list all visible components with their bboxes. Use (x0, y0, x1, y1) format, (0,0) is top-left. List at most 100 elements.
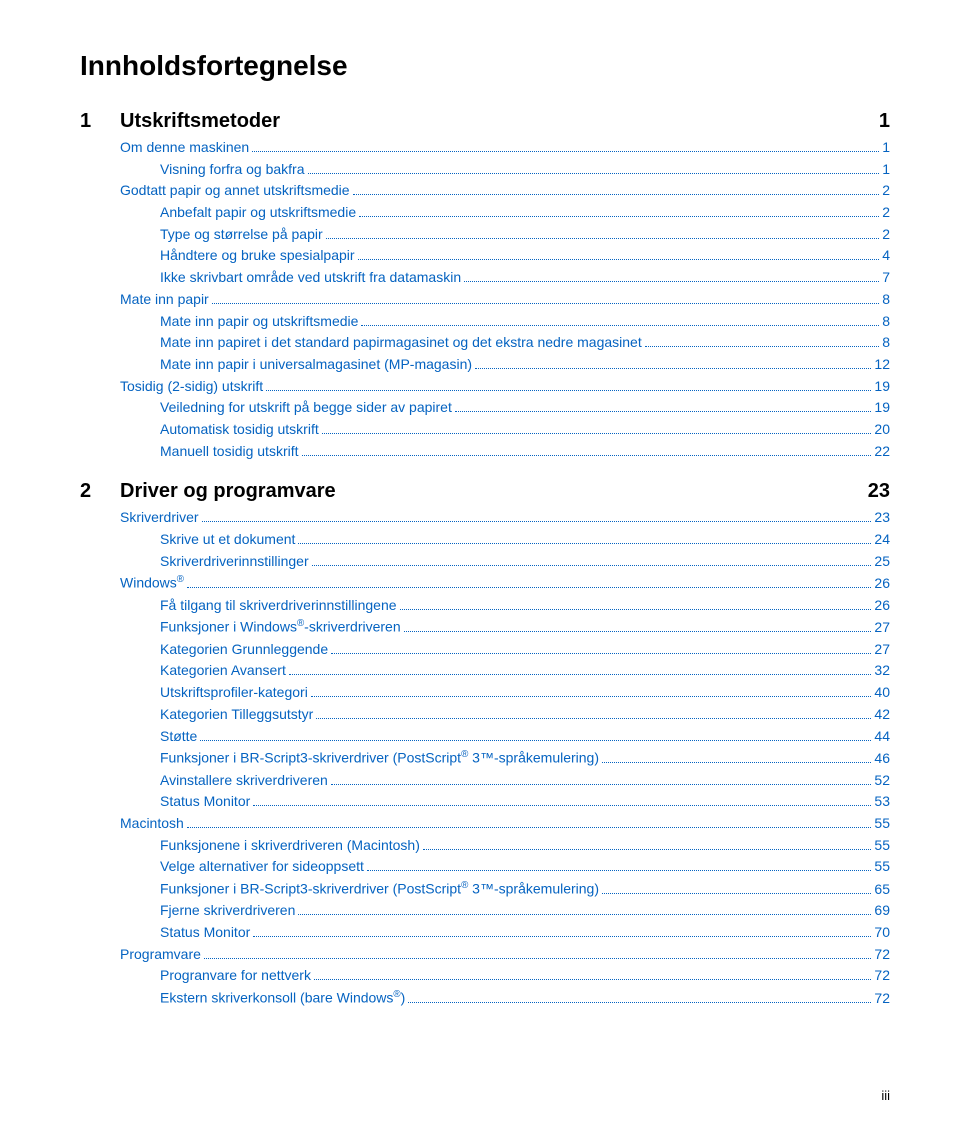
toc-leader-dots (200, 740, 871, 741)
toc-entry[interactable]: Status Monitor70 (80, 922, 890, 944)
toc-entry[interactable]: Skriverdriverinnstillinger25 (80, 551, 890, 573)
toc-entry[interactable]: Windows® 26 (80, 572, 890, 594)
toc-entry[interactable]: Kategorien Avansert32 (80, 660, 890, 682)
toc-leader-dots (187, 827, 872, 828)
section-number: 2 (80, 480, 120, 503)
toc-entry-page: 72 (874, 965, 890, 987)
toc-entry[interactable]: Skriverdriver 23 (80, 507, 890, 529)
toc-entry-label: Få tilgang til skriverdriverinnstillinge… (160, 595, 397, 617)
toc-entry[interactable]: Fjerne skriverdriveren69 (80, 900, 890, 922)
toc-entry[interactable]: Mate inn papir 8 (80, 289, 890, 311)
toc-leader-dots (400, 609, 872, 610)
toc-entry[interactable]: Mate inn papir og utskriftsmedie 8 (80, 311, 890, 333)
toc-entry-page: 19 (874, 376, 890, 398)
toc-entry[interactable]: Avinstallere skriverdriveren52 (80, 770, 890, 792)
toc-leader-dots (326, 238, 880, 239)
toc-entry-page: 42 (874, 704, 890, 726)
toc-entry-page: 32 (874, 660, 890, 682)
toc-entry[interactable]: Automatisk tosidig utskrift 20 (80, 419, 890, 441)
toc-entry-label: Mate inn papir i universalmagasinet (MP-… (160, 354, 472, 376)
toc-entry[interactable]: Godtatt papir og annet utskriftsmedie2 (80, 180, 890, 202)
toc-entry[interactable]: Programvare 72 (80, 944, 890, 966)
toc-entry[interactable]: Ekstern skriverkonsoll (bare Windows®)72 (80, 987, 890, 1009)
toc-entry-page: 19 (874, 397, 890, 419)
toc-entry[interactable]: Type og størrelse på papir2 (80, 224, 890, 246)
toc-entry-page: 20 (874, 419, 890, 441)
toc-entry-label: Ikke skrivbart område ved utskrift fra d… (160, 267, 461, 289)
toc-entry-page: 27 (874, 617, 890, 639)
toc-entry-label: Godtatt papir og annet utskriftsmedie (120, 180, 350, 202)
toc-entry-page: 2 (882, 202, 890, 224)
toc-entry-page: 26 (874, 573, 890, 595)
toc-entry-label: Mate inn papir (120, 289, 209, 311)
toc-entry-label: Automatisk tosidig utskrift (160, 419, 319, 441)
toc-entry[interactable]: Skrive ut et dokument24 (80, 529, 890, 551)
section-title: Driver og programvare (120, 480, 868, 503)
toc-entry-page: 8 (882, 289, 890, 311)
toc-entry[interactable]: Veiledning for utskrift på begge sider a… (80, 397, 890, 419)
toc-entry[interactable]: Mate inn papiret i det standard papirmag… (80, 332, 890, 354)
toc-entry-page: 72 (874, 944, 890, 966)
toc-leader-dots (361, 325, 879, 326)
toc-entry-page: 55 (874, 856, 890, 878)
toc-entry[interactable]: Få tilgang til skriverdriverinnstillinge… (80, 595, 890, 617)
toc-leader-dots (358, 259, 880, 260)
toc-entry[interactable]: Funksjoner i Windows®-skriverdriveren27 (80, 616, 890, 638)
toc-leader-dots (298, 543, 871, 544)
toc-entry[interactable]: Utskriftsprofiler-kategori40 (80, 682, 890, 704)
toc-entry[interactable]: Anbefalt papir og utskriftsmedie2 (80, 202, 890, 224)
toc-entry-page: 69 (874, 900, 890, 922)
toc-leader-dots (367, 870, 872, 871)
toc-entry[interactable]: Om denne maskinen1 (80, 137, 890, 159)
toc-entry-label: Status Monitor (160, 791, 250, 813)
page-title: Innholdsfortegnelse (80, 50, 890, 82)
toc-entry-label: Mate inn papir og utskriftsmedie (160, 311, 358, 333)
toc-entry[interactable]: Kategorien Grunnleggende27 (80, 639, 890, 661)
toc-entry-page: 24 (874, 529, 890, 551)
toc-entry[interactable]: Funksjoner i BR-Script3-skriverdriver (P… (80, 747, 890, 769)
toc-entry[interactable]: Ikke skrivbart område ved utskrift fra d… (80, 267, 890, 289)
toc-entry-label: Skriverdriver (120, 507, 199, 529)
toc-leader-dots (308, 173, 880, 174)
toc-entry[interactable]: Funksjoner i BR-Script3-skriverdriver (P… (80, 878, 890, 900)
toc-leader-dots (212, 303, 879, 304)
toc-entry-page: 8 (882, 332, 890, 354)
toc-entry-page: 46 (874, 748, 890, 770)
toc-entry-label: Programvare (120, 944, 201, 966)
toc-leader-dots (298, 914, 871, 915)
toc-entry[interactable]: Mate inn papir i universalmagasinet (MP-… (80, 354, 890, 376)
toc-leader-dots (331, 784, 872, 785)
toc-entry-page: 55 (874, 835, 890, 857)
toc-entry-page: 4 (882, 245, 890, 267)
toc-entry-label: Mate inn papiret i det standard papirmag… (160, 332, 642, 354)
toc-entry-page: 1 (882, 137, 890, 159)
section-page: 23 (868, 480, 890, 503)
toc-entry[interactable]: Macintosh55 (80, 813, 890, 835)
toc-entry-label: Skriverdriverinnstillinger (160, 551, 309, 573)
toc-entry[interactable]: Manuell tosidig utskrift22 (80, 441, 890, 463)
toc-leader-dots (289, 674, 872, 675)
toc-entry[interactable]: Status Monitor53 (80, 791, 890, 813)
toc-entry[interactable]: Håndtere og bruke spesialpapir4 (80, 245, 890, 267)
toc-entry[interactable]: Progranvare for nettverk 72 (80, 965, 890, 987)
toc-entry[interactable]: Kategorien Tilleggsutstyr42 (80, 704, 890, 726)
toc-entry-page: 23 (874, 507, 890, 529)
toc-entry-label: Velge alternativer for sideoppsett (160, 856, 364, 878)
toc-leader-dots (311, 696, 872, 697)
toc-leader-dots (253, 936, 871, 937)
toc-entry-page: 8 (882, 311, 890, 333)
toc-leader-dots (408, 1002, 871, 1003)
toc-entry-label: Status Monitor (160, 922, 250, 944)
toc-entry-label: Type og størrelse på papir (160, 224, 323, 246)
section-header: 2Driver og programvare23 (80, 480, 890, 503)
toc-leader-dots (312, 565, 872, 566)
toc-entry[interactable]: Funksjonene i skriverdriveren (Macintosh… (80, 835, 890, 857)
toc-entry[interactable]: Tosidig (2-sidig) utskrift19 (80, 376, 890, 398)
toc-entry-page: 52 (874, 770, 890, 792)
toc-entry[interactable]: Velge alternativer for sideoppsett 55 (80, 856, 890, 878)
toc-entry[interactable]: Støtte44 (80, 726, 890, 748)
toc-leader-dots (602, 762, 871, 763)
toc-entry[interactable]: Visning forfra og bakfra1 (80, 159, 890, 181)
toc-entry-label: Windows® (120, 572, 184, 594)
toc-entry-label: Progranvare for nettverk (160, 965, 311, 987)
